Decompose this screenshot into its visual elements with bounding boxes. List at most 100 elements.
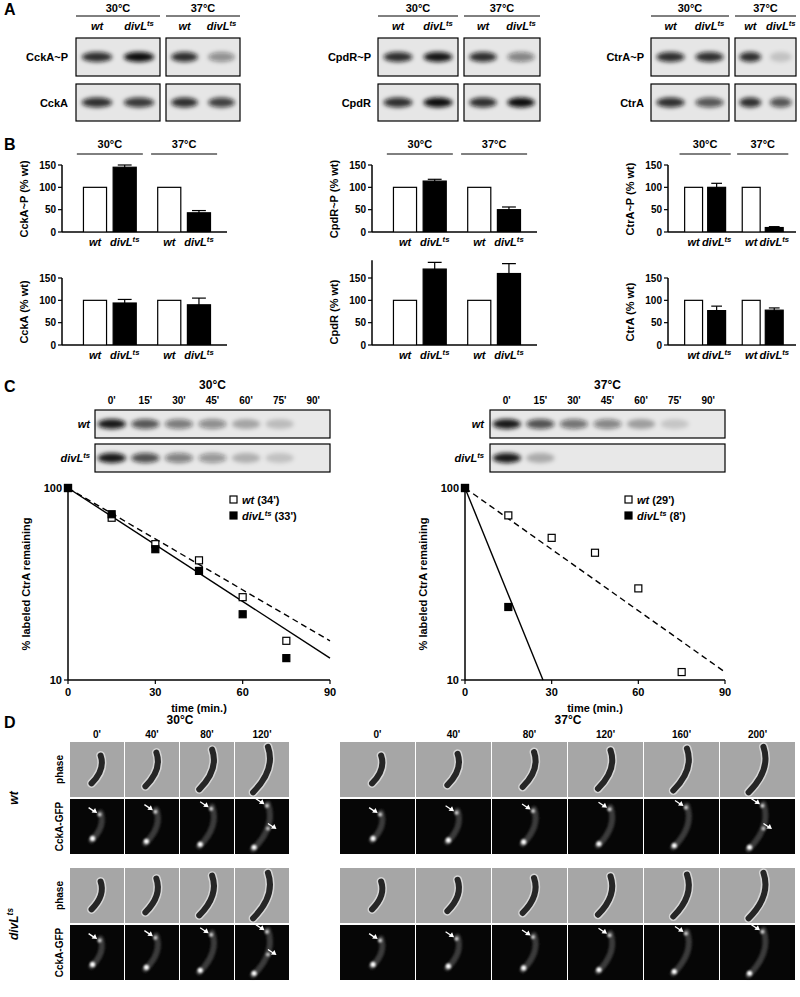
y-axis-label: % labeled CtrA remaining <box>417 518 429 651</box>
gel-band <box>493 453 521 463</box>
gfp-focus <box>378 813 382 817</box>
blot-frame <box>166 38 240 76</box>
y-tick-label: 50 <box>355 204 367 215</box>
microscopy-frame <box>235 868 289 923</box>
gel-band <box>232 453 260 463</box>
plot-marks <box>462 485 726 681</box>
channel-label: CckA-GFP <box>54 927 65 977</box>
genotype-label: wt <box>178 20 192 32</box>
cell-halo <box>447 754 459 785</box>
gfp-focus <box>596 967 601 972</box>
arrow-head <box>372 808 378 813</box>
legend-label: wt (29') <box>637 494 675 506</box>
arrow-head <box>766 824 772 829</box>
error-bar <box>428 262 442 275</box>
text-span: wt <box>472 418 486 430</box>
legend-marker <box>230 512 237 519</box>
y-tick-label: 10 <box>447 674 459 686</box>
microscopy-frame <box>125 742 179 797</box>
error-stem <box>434 262 435 275</box>
gfp-focus <box>672 969 677 974</box>
temperature-header: 37°C <box>191 2 216 14</box>
arrow-head <box>754 925 760 930</box>
x-tick <box>638 680 639 684</box>
y-tick-label: 10 <box>50 674 62 686</box>
y-axis <box>667 165 669 232</box>
y-axis <box>371 260 373 345</box>
arrow-head <box>754 799 760 804</box>
blot-band <box>469 52 496 62</box>
blot-band <box>171 52 198 62</box>
legend-marker <box>230 496 237 503</box>
y-tick <box>368 164 372 165</box>
category-label: divLts <box>494 348 524 361</box>
temperature-header: 30°C <box>98 138 123 150</box>
microscopy-frame <box>340 868 415 923</box>
cell-halo <box>673 875 689 917</box>
cell <box>447 754 459 785</box>
genotype-label: divLts <box>695 19 725 32</box>
cell <box>145 936 158 970</box>
panel-label: D <box>4 714 16 731</box>
blot-frame <box>735 38 796 76</box>
y-tick <box>664 322 668 323</box>
gel-band <box>266 419 294 429</box>
microscopy-frame <box>720 799 795 854</box>
text-span: wt <box>78 418 92 430</box>
error-cap <box>118 299 132 300</box>
blot-frame <box>464 84 540 121</box>
time-label: 0' <box>108 395 116 406</box>
gel-row-label: wt <box>78 418 92 430</box>
x-tick-label: 30 <box>546 686 558 698</box>
y-tick-label: 150 <box>349 160 366 171</box>
error-bar <box>769 227 780 229</box>
error-cap <box>428 262 442 263</box>
microscopy-frame <box>492 868 567 923</box>
gfp-focus <box>608 933 612 937</box>
text-span: wt <box>473 236 487 248</box>
time-label: 120' <box>252 729 271 740</box>
gfp-focus <box>198 842 203 847</box>
microscopy-frame <box>235 799 289 854</box>
y-axis-label: CtrA (% wt) <box>624 282 636 341</box>
text-span: divL <box>184 349 207 361</box>
data-point <box>65 485 72 492</box>
blot-band <box>770 98 792 108</box>
text-span: divL <box>423 20 446 32</box>
blot-frame <box>166 84 240 121</box>
bar <box>497 274 520 345</box>
blot-frame <box>378 84 458 121</box>
time-label: 0' <box>93 729 101 740</box>
cell <box>253 747 270 793</box>
temperature-header: 30°C <box>408 138 433 150</box>
y-tick-label: 50 <box>355 317 367 328</box>
microscopy-frame <box>492 799 567 854</box>
cell <box>199 933 214 973</box>
category-label: wt <box>473 349 487 361</box>
y-axis-label: CckA (% wt) <box>18 280 30 343</box>
cell <box>523 935 536 970</box>
y-tick-label: 100 <box>44 482 62 494</box>
x-tick-label: 90 <box>324 686 336 698</box>
time-label: 45' <box>601 395 615 406</box>
bar <box>708 311 726 345</box>
microscopy-frame <box>720 925 795 980</box>
blot-band <box>469 98 496 108</box>
error-bar <box>502 264 516 284</box>
blot-band <box>770 52 792 62</box>
gfp-focus <box>608 807 612 811</box>
cell <box>598 807 612 845</box>
arrow-head <box>678 927 684 932</box>
figure: ABCDCckA~PCckA30°CwtdivLts37°CwtdivLtsCp… <box>0 0 800 997</box>
microscopy-frame <box>644 799 719 854</box>
gfp-focus <box>251 971 256 976</box>
x-tick-label: 60 <box>632 686 644 698</box>
category-label: wt <box>687 236 701 248</box>
header-rule <box>387 154 453 155</box>
category-label: wt <box>89 349 103 361</box>
bars <box>393 262 520 345</box>
x-tick <box>551 680 552 684</box>
error-cap <box>769 307 780 308</box>
y-tick <box>58 344 62 345</box>
arrow-head <box>449 932 455 937</box>
